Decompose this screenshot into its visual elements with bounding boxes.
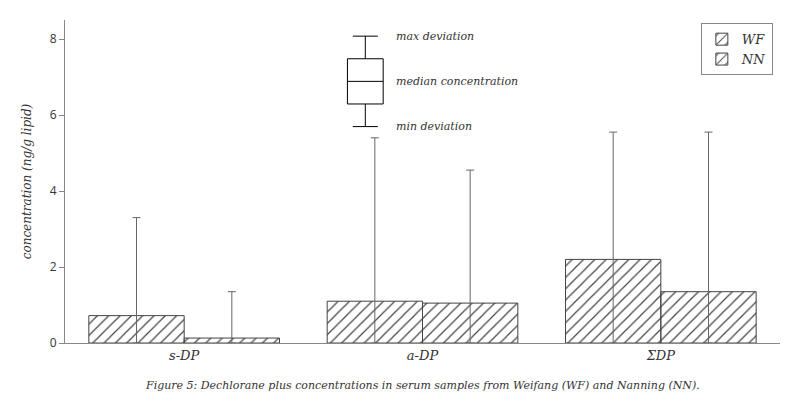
svg-text:4: 4 (50, 182, 57, 199)
svg-text:s-DP: s-DP (169, 348, 199, 363)
svg-text:WF: WF (742, 32, 765, 47)
svg-text:concentration (ng/g lipid): concentration (ng/g lipid) (20, 103, 34, 259)
svg-text:ΣDP: ΣDP (646, 348, 676, 363)
svg-text:max deviation: max deviation (396, 30, 474, 43)
svg-text:2: 2 (50, 258, 57, 275)
svg-text:8: 8 (50, 30, 57, 47)
svg-text:min deviation: min deviation (396, 120, 472, 133)
svg-text:median concentration: median concentration (396, 75, 518, 88)
svg-text:Figure 5: Dechlorane plus conc: Figure 5: Dechlorane plus concentrations… (145, 379, 700, 392)
svg-text:a-DP: a-DP (407, 348, 439, 363)
svg-text:NN: NN (741, 52, 765, 67)
svg-text:6: 6 (50, 106, 57, 123)
svg-text:0: 0 (50, 334, 57, 351)
